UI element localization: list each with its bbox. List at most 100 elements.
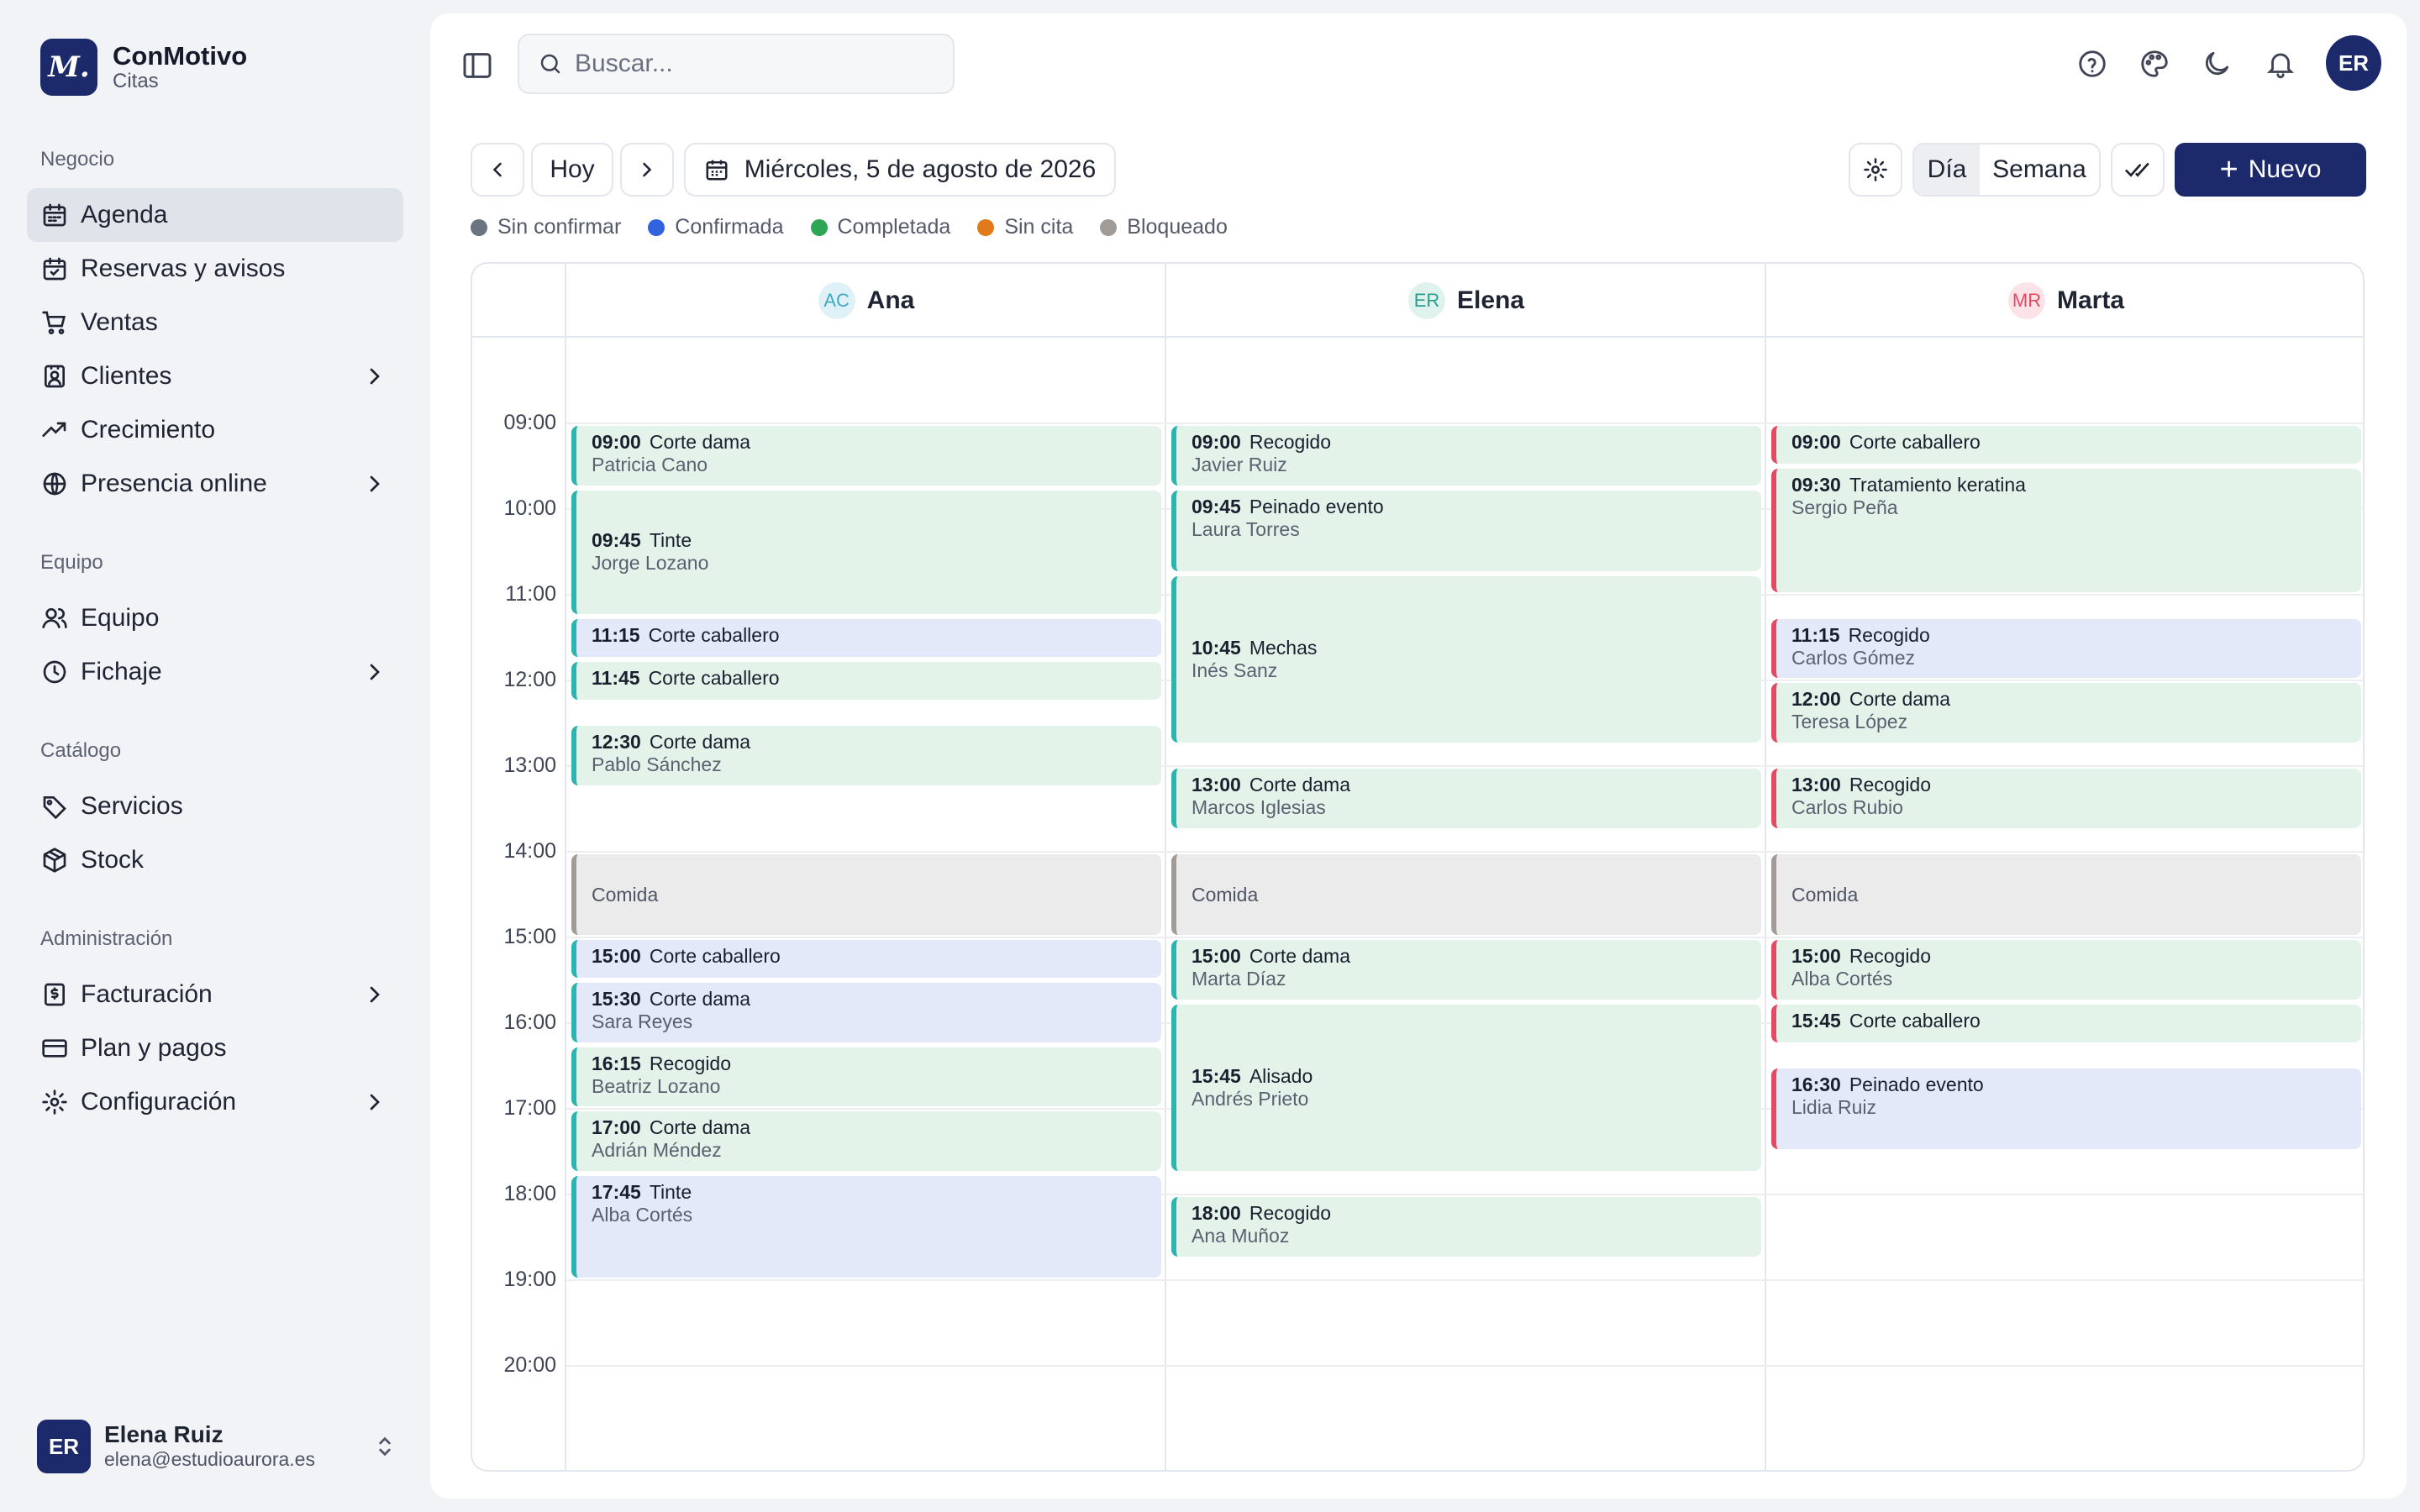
appointment-card[interactable]: 12:00 Corte dama Teresa López — [1771, 683, 2361, 743]
legend-item: Confirmada — [648, 215, 784, 239]
appointment-client: Carlos Gómez — [1791, 646, 1915, 669]
date-picker-button[interactable]: Miércoles, 5 de agosto de 2026 — [684, 143, 1116, 197]
appointment-card[interactable]: 09:45 Peinado evento Laura Torres — [1171, 490, 1761, 571]
double-check-icon — [2125, 163, 2149, 177]
appointment-card[interactable]: 11:45 Corte caballero — [571, 661, 1161, 700]
prev-day-button[interactable] — [471, 143, 524, 197]
appointment-card[interactable]: 09:00 Recogido Javier Ruiz — [1171, 426, 1761, 486]
view-week-tab[interactable]: Semana — [1992, 155, 2086, 183]
staff-avatar: AC — [818, 282, 855, 319]
appointment-card[interactable]: 16:15 Recogido Beatriz Lozano — [571, 1047, 1161, 1106]
staff-column-header[interactable]: AC Ana — [566, 264, 1166, 338]
appointment-card[interactable]: 15:00 Corte caballero — [571, 940, 1161, 978]
sidebar-item-clientes[interactable]: Clientes — [27, 349, 403, 403]
blocked-slot[interactable]: Comida — [1771, 854, 2361, 935]
sidebar-item-ventas[interactable]: Ventas — [27, 296, 403, 349]
appointment-time: 18:00 — [1192, 1202, 1241, 1224]
hour-label: 11:00 — [505, 582, 556, 606]
sidebar-item-plan[interactable]: Plan y pagos — [27, 1021, 403, 1075]
sidebar-item-label: Crecimiento — [81, 416, 216, 444]
brand[interactable]: M. ConMotivo Citas — [40, 39, 247, 96]
appointment-card[interactable]: 12:30 Corte dama Pablo Sánchez — [571, 726, 1161, 785]
appointment-card[interactable]: 13:00 Recogido Carlos Rubio — [1771, 769, 2361, 828]
mark-all-done-button[interactable] — [2111, 143, 2165, 197]
appointment-card[interactable]: 15:30 Corte dama Sara Reyes — [571, 983, 1161, 1042]
search-box[interactable] — [518, 34, 955, 94]
appointment-card[interactable]: 16:30 Peinado evento Lidia Ruiz — [1771, 1068, 2361, 1149]
sidebar-item-facturacion[interactable]: Facturación — [27, 968, 403, 1021]
help-icon[interactable] — [2074, 45, 2111, 82]
sidebar-item-crecimiento[interactable]: Crecimiento — [27, 403, 403, 457]
appointment-service: Alisado — [1249, 1064, 1313, 1087]
appointment-card[interactable]: 09:00 Corte dama Patricia Cano — [571, 426, 1161, 486]
legend-dot — [1100, 218, 1118, 236]
appointment-card[interactable]: 09:45 Tinte Jorge Lozano — [571, 490, 1161, 614]
sidebar-item-presencia[interactable]: Presencia online — [27, 457, 403, 511]
section-negocio: Negocio — [40, 148, 115, 171]
appointment-time: 11:15 — [1791, 623, 1840, 646]
appointment-service: Corte dama — [1849, 688, 1950, 710]
appointment-card[interactable]: 11:15 Recogido Carlos Gómez — [1771, 618, 2361, 678]
appointment-card[interactable]: 09:30 Tratamiento keratina Sergio Peña — [1771, 469, 2361, 592]
hour-label: 10:00 — [503, 496, 556, 520]
appointment-client: Patricia Cano — [592, 454, 708, 475]
appointment-card[interactable]: 09:00 Corte caballero — [1771, 426, 2361, 464]
appointment-time: 15:00 — [592, 945, 641, 967]
header-avatar[interactable]: ER — [2326, 35, 2381, 91]
sidebar-item-label: Clientes — [81, 362, 172, 390]
next-day-button[interactable] — [620, 143, 674, 197]
appointment-card[interactable]: 13:00 Corte dama Marcos Iglesias — [1171, 769, 1761, 828]
appointment-client: Jorge Lozano — [592, 552, 709, 574]
appointment-time: 09:00 — [1192, 431, 1241, 453]
bell-icon[interactable] — [2262, 45, 2299, 82]
appointment-time: 17:45 — [592, 1180, 641, 1203]
palette-icon[interactable] — [2136, 45, 2173, 82]
new-appointment-button[interactable]: + Nuevo — [2175, 143, 2366, 197]
appointment-client: Carlos Rubio — [1791, 796, 1903, 818]
sidebar-item-label: Plan y pagos — [81, 1034, 227, 1062]
sidebar-item-servicios[interactable]: Servicios — [27, 780, 403, 833]
appointment-card[interactable]: 15:00 Recogido Alba Cortés — [1771, 940, 2361, 1000]
appointment-client: Laura Torres — [1192, 517, 1300, 540]
staff-column-header[interactable]: ER Elena — [1166, 264, 1766, 338]
user-menu[interactable]: ER Elena Ruiz elena@estudioaurora.es — [37, 1420, 398, 1473]
appointment-service: Corte dama — [649, 731, 750, 753]
legend-item: Sin confirmar — [471, 215, 621, 239]
sidebar-item-agenda[interactable]: Agenda — [27, 188, 403, 242]
appointment-card[interactable]: 18:00 Recogido Ana Muñoz — [1171, 1197, 1761, 1257]
blocked-slot[interactable]: Comida — [1171, 854, 1761, 935]
column-divider — [1765, 264, 1766, 1470]
appointment-card[interactable]: 15:45 Corte caballero — [1771, 1004, 2361, 1042]
appointment-card[interactable]: 15:00 Corte dama Marta Díaz — [1171, 940, 1761, 1000]
appointment-client: Andrés Prieto — [1192, 1087, 1309, 1110]
legend-dot — [471, 218, 487, 236]
sidebar-item-stock[interactable]: Stock — [27, 833, 403, 887]
today-button[interactable]: Hoy — [531, 143, 613, 197]
sidebar-toggle-icon[interactable] — [460, 49, 494, 82]
blocked-slot[interactable]: Comida — [571, 854, 1161, 935]
sidebar-item-equipo[interactable]: Equipo — [27, 591, 403, 645]
appointment-card[interactable]: 17:00 Corte dama Adrián Méndez — [571, 1111, 1161, 1171]
hour-label: 20:00 — [503, 1353, 556, 1377]
search-input[interactable] — [575, 50, 928, 78]
invoice-icon — [40, 980, 69, 1009]
appointment-card[interactable]: 10:45 Mechas Inés Sanz — [1171, 575, 1761, 743]
moon-icon[interactable] — [2198, 45, 2235, 82]
hour-line — [566, 1279, 2363, 1281]
appointment-time: 16:15 — [592, 1052, 641, 1074]
sidebar-item-reservas[interactable]: Reservas y avisos — [27, 242, 403, 296]
appointment-time: 09:00 — [1791, 431, 1841, 453]
calendar-settings-button[interactable] — [1849, 143, 1902, 197]
appointment-card[interactable]: 11:15 Corte caballero — [571, 618, 1161, 657]
appointment-time: 11:15 — [592, 623, 640, 646]
view-day-tab[interactable]: Día — [1914, 144, 1980, 195]
legend-item: Bloqueado — [1100, 215, 1228, 239]
appointment-card[interactable]: 17:45 Tinte Alba Cortés — [571, 1175, 1161, 1278]
appointment-card[interactable]: 15:45 Alisado Andrés Prieto — [1171, 1004, 1761, 1171]
brand-name: ConMotivo — [113, 41, 248, 71]
sidebar-item-configuracion[interactable]: Configuración — [27, 1075, 403, 1129]
sidebar-item-fichaje[interactable]: Fichaje — [27, 645, 403, 699]
staff-column-header[interactable]: MR Marta — [1766, 264, 2363, 338]
appointment-client: Pablo Sánchez — [592, 753, 722, 775]
hour-label: 19:00 — [503, 1268, 556, 1291]
